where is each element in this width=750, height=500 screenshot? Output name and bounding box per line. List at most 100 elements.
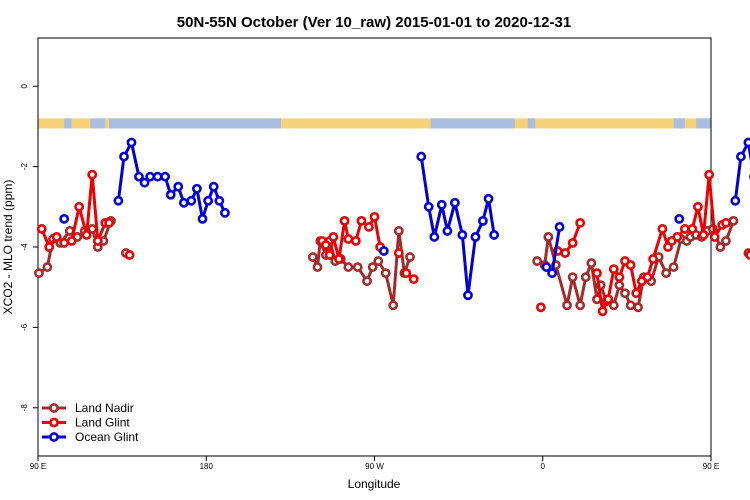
data-point — [192, 183, 202, 194]
ocean-band-segment — [109, 118, 282, 129]
data-point — [34, 268, 44, 279]
data-point — [535, 302, 546, 313]
x-axis-ticks: 90 E 180 90 W 0 90 E — [30, 456, 719, 471]
data-point — [597, 306, 608, 317]
data-point — [362, 276, 372, 287]
data-point — [178, 197, 189, 208]
data-point — [203, 195, 214, 206]
data-point — [307, 252, 318, 262]
data-point — [343, 262, 354, 272]
ocean-band-segment — [696, 118, 711, 129]
data-point — [541, 262, 552, 272]
ocean-band-segment — [527, 118, 536, 129]
data-point — [715, 242, 726, 252]
data-point — [625, 260, 636, 270]
data-point — [625, 300, 636, 311]
data-point — [208, 181, 219, 192]
data-point — [575, 217, 586, 228]
data-point — [449, 197, 460, 208]
data-point — [554, 222, 565, 232]
ocean-band-segment — [430, 118, 515, 129]
data-point — [74, 201, 85, 212]
data-point — [631, 288, 642, 299]
data-point — [36, 224, 47, 234]
data-point — [603, 294, 614, 305]
x-tick-label: 90 E — [30, 462, 46, 471]
data-point — [633, 302, 643, 313]
data-point — [416, 151, 427, 162]
data-point — [126, 137, 137, 148]
data-point — [608, 300, 619, 311]
data-point — [608, 264, 619, 275]
data-point — [367, 262, 378, 272]
data-point — [134, 171, 144, 182]
data-point — [745, 250, 750, 260]
series-ocean-glint — [59, 137, 750, 301]
data-point — [709, 232, 720, 242]
data-point — [214, 195, 225, 206]
data-point — [197, 213, 208, 224]
data-point — [687, 224, 698, 234]
data-point — [743, 137, 750, 148]
data-point — [104, 217, 114, 228]
data-point — [401, 268, 412, 279]
x-axis-label: Longitude — [348, 477, 401, 491]
data-point — [408, 274, 419, 285]
data-point — [560, 248, 571, 258]
data-point — [334, 254, 344, 264]
data-point — [393, 248, 404, 258]
data-point — [679, 224, 690, 234]
data-point — [674, 213, 685, 224]
data-point — [165, 189, 176, 200]
data-point — [152, 171, 163, 182]
data-point — [657, 224, 668, 234]
data-point — [543, 232, 554, 242]
data-point — [567, 272, 578, 283]
data-point — [81, 230, 92, 240]
data-point — [312, 262, 323, 272]
data-point — [51, 232, 62, 242]
data-point — [388, 300, 399, 311]
x-tick-label: 90 W — [365, 462, 384, 471]
data-point — [721, 236, 731, 246]
legend-label: Land Glint — [75, 416, 130, 430]
data-point — [92, 236, 103, 246]
data-point — [728, 215, 739, 226]
data-point — [470, 232, 481, 242]
data-point — [378, 246, 389, 256]
data-point — [532, 256, 543, 266]
data-point — [119, 151, 129, 162]
data-point — [220, 207, 230, 218]
data-point — [160, 171, 171, 182]
ocean-band-segment — [90, 118, 106, 129]
data-point — [580, 272, 591, 283]
data-point — [343, 234, 354, 244]
x-tick-label: 90 E — [703, 462, 719, 471]
data-point — [642, 272, 653, 283]
data-point — [145, 171, 156, 182]
data-point — [320, 240, 331, 250]
y-tick-label: -4 — [20, 243, 29, 251]
data-point — [567, 238, 578, 248]
data-point — [173, 181, 184, 192]
data-point — [324, 250, 335, 260]
data-point — [586, 258, 597, 268]
data-point — [352, 262, 363, 272]
data-point — [693, 201, 703, 212]
data-point — [124, 250, 135, 260]
data-point — [614, 280, 625, 291]
data-point — [59, 213, 70, 224]
data-point — [614, 272, 625, 283]
data-point — [648, 254, 658, 264]
data-point — [356, 215, 367, 226]
chart-title: 50N-55N October (Ver 10_raw) 2015-01-01 … — [177, 14, 571, 31]
legend-item: Land Glint — [42, 416, 130, 430]
data-point — [59, 238, 70, 248]
legend-item: Land Nadir — [42, 401, 134, 415]
y-tick-label: -8 — [20, 404, 29, 412]
legend-swatch-marker — [49, 403, 59, 413]
data-point — [42, 262, 53, 272]
legend-swatch-marker — [49, 417, 59, 428]
data-point — [672, 232, 683, 242]
